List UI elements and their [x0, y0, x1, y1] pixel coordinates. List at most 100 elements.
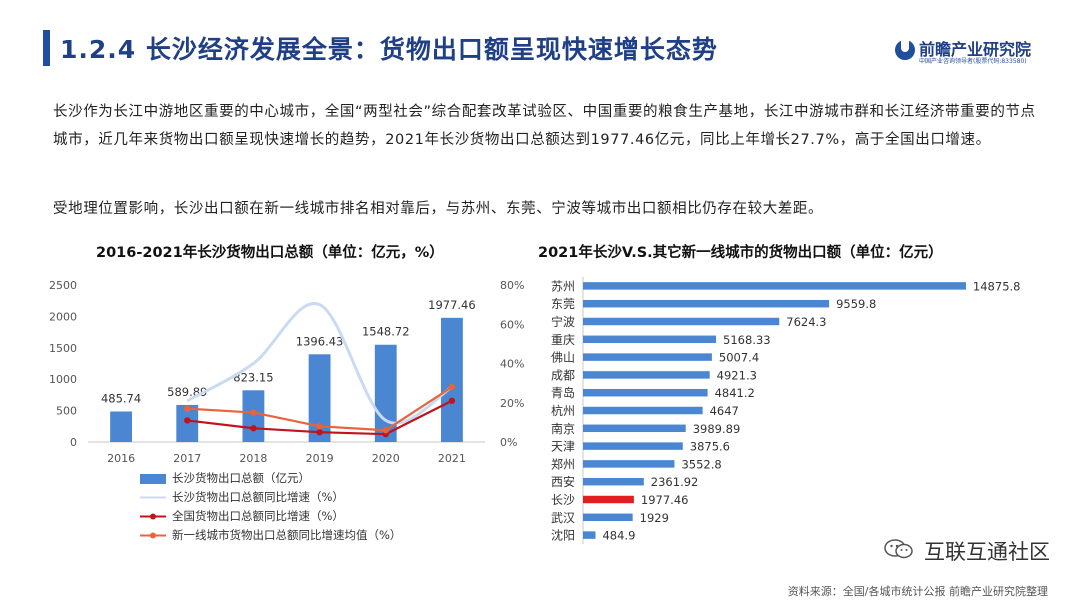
legend-swatch-line — [140, 496, 166, 499]
bar-value-label: 2361.92 — [651, 475, 699, 489]
line-point — [448, 397, 456, 404]
x-tick-label: 2019 — [306, 452, 334, 465]
logo-icon — [895, 38, 915, 60]
bar — [110, 411, 133, 442]
bar-value-label: 1977.46 — [641, 493, 689, 507]
bar — [583, 424, 686, 433]
bar-value-label: 3875.6 — [690, 440, 730, 454]
line-point — [184, 417, 191, 424]
y2-tick-label: 40% — [500, 358, 524, 371]
bar-value-label: 5168.33 — [723, 333, 771, 347]
ranking-paragraph: 受地理位置影响，长沙出口额在新一线城市排名相对靠后，与苏州、东莞、宁波等城市出口… — [53, 201, 824, 217]
category-label: 沈阳 — [551, 528, 575, 543]
category-label: 成都 — [551, 368, 575, 382]
legend-label: 全国货物出口总额同比增速（%） — [172, 509, 344, 523]
series-line-changsha-growth — [186, 302, 453, 425]
bar-value-label: 3552.8 — [681, 457, 721, 471]
watermark: 互联互通社区 — [884, 536, 1050, 566]
bar — [583, 282, 966, 290]
y-tick-label: 1500 — [49, 342, 77, 355]
bar — [583, 388, 708, 397]
bar-value-label: 1929 — [640, 511, 669, 525]
category-label: 长沙 — [551, 493, 575, 507]
bar-value-label: 1548.72 — [362, 325, 410, 339]
left-chart: 0 500 1000 1500 2000 2500 0% 20% 40% 60% 80% 485.74… — [49, 279, 524, 465]
brand-logo: 前瞻产业研究院 中国产业咨询领导者(股票代码:833580) — [895, 34, 1035, 66]
logo-subtitle: 中国产业咨询领导者(股票代码:833580) — [919, 58, 1027, 65]
category-label: 杭州 — [551, 403, 575, 418]
logo-name: 前瞻产业研究院 — [919, 40, 1032, 59]
bar-value-label: 7624.3 — [786, 315, 826, 329]
intro-paragraph: 长沙作为长江中游地区重要的中心城市，全国“两型社会”综合配套改革试验区、中国重要… — [53, 104, 1036, 148]
y2-tick-label: 20% — [500, 397, 524, 410]
watermark-text: 互联互通社区 — [924, 540, 1050, 564]
bar — [440, 317, 463, 442]
left-chart-title: 2016-2021年长沙货物出口总额（单位：亿元，%） — [96, 245, 444, 261]
bar — [583, 460, 675, 468]
legend-swatch-bar — [140, 474, 166, 484]
bar — [583, 477, 644, 486]
legend-label: 新一线城市货物出口总额同比增速均值（%） — [172, 528, 402, 542]
bar — [583, 442, 683, 450]
x-tick-label: 2018 — [239, 452, 267, 465]
bar — [308, 354, 331, 442]
line-point — [316, 428, 323, 436]
y-tick-label: 2000 — [49, 310, 77, 323]
category-label: 郑州 — [551, 456, 575, 471]
x-tick-label: 2016 — [107, 452, 135, 465]
bar — [583, 317, 780, 326]
bar — [583, 335, 717, 344]
category-label: 苏州 — [551, 279, 575, 293]
line-point — [448, 383, 456, 391]
bar — [583, 531, 596, 539]
legend-swatch-line — [140, 532, 166, 539]
category-label: 重庆 — [551, 333, 575, 347]
line-point — [382, 427, 389, 434]
category-label: 青岛 — [551, 385, 575, 400]
line-point — [250, 409, 257, 416]
category-label: 南京 — [551, 421, 575, 436]
y-tick-label: 500 — [56, 405, 77, 418]
bar — [583, 371, 710, 379]
bar — [583, 513, 633, 522]
bar-highlight — [583, 495, 634, 504]
bar-value-label: 4921.3 — [717, 368, 757, 382]
bar — [583, 406, 703, 415]
category-label: 东莞 — [551, 297, 575, 311]
legend-label: 长沙货物出口总额同比增速（%） — [172, 490, 344, 504]
title-accent-bar — [43, 30, 50, 66]
bar-value-label: 484.9 — [602, 529, 635, 543]
bar-value-label: 3989.89 — [693, 422, 741, 436]
bar-value-label: 823.15 — [233, 370, 273, 384]
bar-value-label: 4841.2 — [715, 386, 755, 400]
y2-tick-label: 60% — [500, 318, 524, 331]
line-point — [316, 423, 323, 430]
x-tick-label: 2020 — [372, 452, 400, 465]
y-tick-label: 2500 — [49, 279, 77, 292]
y-tick-label: 1000 — [49, 373, 77, 386]
right-chart-title: 2021年长沙V.S.其它新一线城市的货物出口额（单位：亿元） — [538, 245, 943, 261]
bar-value-label: 9559.8 — [836, 297, 876, 311]
category-label: 宁波 — [551, 314, 575, 329]
bar-value-label: 4647 — [710, 404, 739, 418]
bar — [583, 299, 830, 308]
bar-value-label: 1396.43 — [296, 334, 344, 348]
wechat-icon — [884, 539, 913, 559]
x-tick-label: 2017 — [173, 452, 201, 465]
category-label: 天津 — [551, 440, 575, 454]
bar-value-label: 14875.8 — [973, 279, 1021, 293]
legend-label: 长沙货物出口总额（亿元） — [172, 471, 310, 485]
x-tick-label: 2021 — [438, 452, 466, 465]
legend-swatch-line — [140, 513, 166, 520]
page-title: 1.2.4 长沙经济发展全景：货物出口额呈现快速增长态势 — [60, 35, 718, 64]
category-label: 西安 — [551, 474, 575, 489]
bar-value-label: 5007.4 — [719, 351, 759, 365]
y2-tick-label: 0% — [500, 436, 517, 449]
line-point — [184, 405, 191, 412]
y2-tick-label: 80% — [500, 279, 524, 292]
source-note: 资料来源：全国/各城市统计公报 前瞻产业研究院整理 — [787, 585, 1048, 598]
y-tick-label: 0 — [70, 436, 77, 449]
bar — [583, 353, 712, 361]
category-label: 佛山 — [551, 351, 575, 365]
